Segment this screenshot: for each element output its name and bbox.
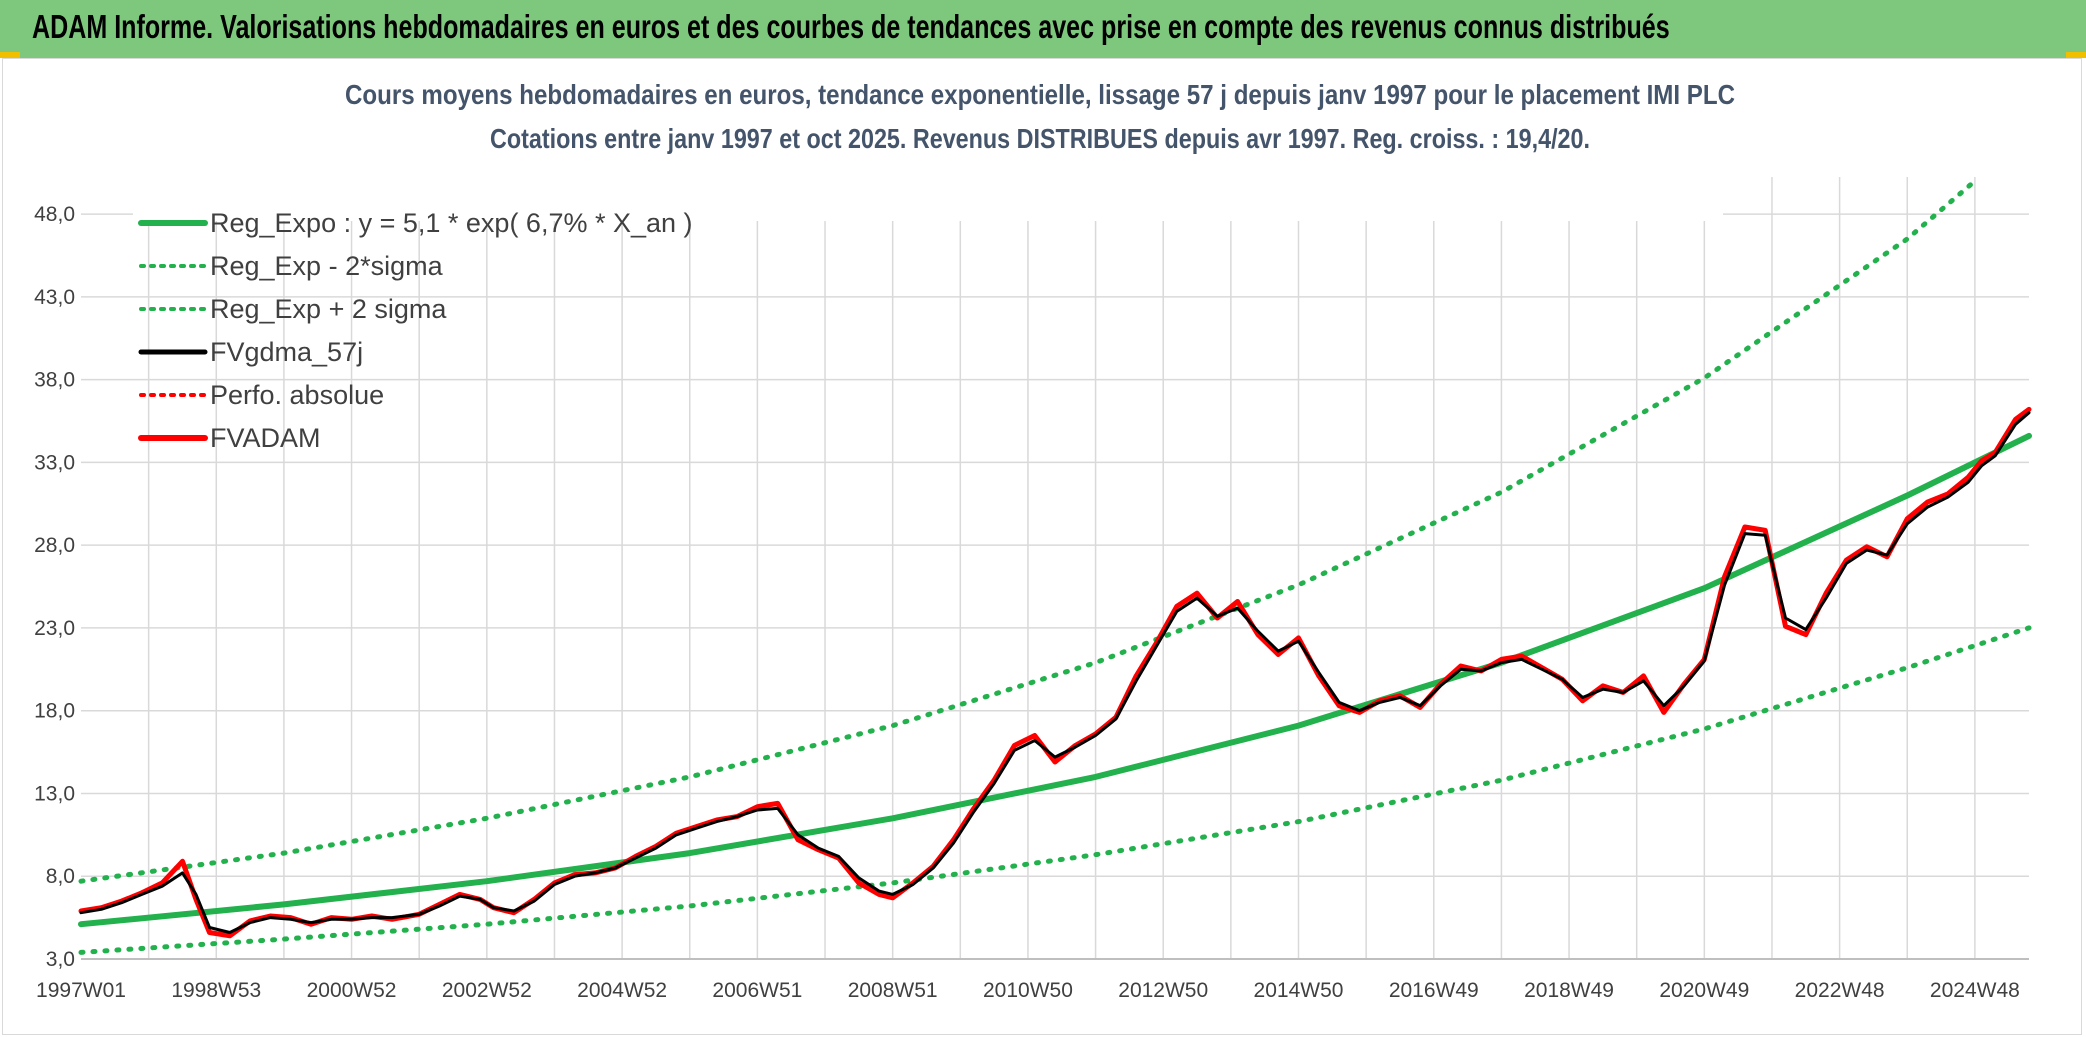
legend-label-perfo: Perfo. absolue <box>210 380 384 410</box>
y-tick-label: 8,0 <box>46 865 75 888</box>
series-layer <box>78 178 2032 955</box>
chart-title-line1: Cours moyens hebdomadaires en euros, ten… <box>345 79 1735 110</box>
x-tick-label: 2024W48 <box>1930 979 2020 1002</box>
y-tick-label: 48,0 <box>34 203 75 226</box>
chart-svg: Cours moyens hebdomadaires en euros, ten… <box>34 79 2032 1002</box>
x-tick-label: 2018W49 <box>1524 979 1614 1002</box>
x-tick-label: 2004W52 <box>577 979 667 1002</box>
y-tick-label: 23,0 <box>34 617 75 640</box>
series-reg-expo <box>78 432 2032 928</box>
y-tick-label: 13,0 <box>34 782 75 805</box>
series-fvadam <box>78 406 2032 939</box>
x-tick-label: 2000W52 <box>307 979 397 1002</box>
report-banner: ADAM Informe. Valorisations hebdomadaire… <box>0 0 2086 58</box>
corner-mark-right <box>2066 52 2086 58</box>
legend-label-reg_plus: Reg_Exp + 2 sigma <box>210 294 447 324</box>
chart-title-line2: Cotations entre janv 1997 et oct 2025. R… <box>490 123 1590 154</box>
x-tick-label: 2008W51 <box>848 979 938 1002</box>
x-tick-label: 2022W48 <box>1795 979 1885 1002</box>
y-tick-label: 43,0 <box>34 286 75 309</box>
x-tick-label: 2016W49 <box>1389 979 1479 1002</box>
y-tick-label: 28,0 <box>34 534 75 557</box>
title-backdrop <box>133 175 1723 221</box>
y-tick-label: 38,0 <box>34 369 75 392</box>
x-tick-label: 1998W53 <box>171 979 261 1002</box>
x-tick-label: 2002W52 <box>442 979 532 1002</box>
x-tick-label: 2006W51 <box>712 979 802 1002</box>
y-axis: 3,0 8,0 13,0 18,0 23,0 28,0 33,0 38,0 43,0 48,0 <box>34 203 75 971</box>
x-tick-label: 2012W50 <box>1118 979 1208 1002</box>
corner-mark-left <box>0 52 20 58</box>
legend-label-reg_minus: Reg_Exp - 2*sigma <box>210 251 444 281</box>
x-tick-label: 1997W01 <box>36 979 126 1002</box>
x-tick-label: 2010W50 <box>983 979 1073 1002</box>
y-tick-label: 33,0 <box>34 451 75 474</box>
chart-area: Cours moyens hebdomadaires en euros, ten… <box>2 58 2082 1035</box>
series-fvgdma-57j <box>79 411 2031 934</box>
series-reg-minus-2sigma <box>78 625 2032 955</box>
x-axis: 1997W01 1998W53 2000W52 2002W52 2004W52 2006W… <box>36 979 2020 1002</box>
legend-label-reg_expo: Reg_Expo : y = 5,1 * exp( 6,7% * X_an ) <box>210 208 693 238</box>
x-tick-label: 2014W50 <box>1254 979 1344 1002</box>
y-tick-label: 18,0 <box>34 700 75 723</box>
legend: Reg_Expo : y = 5,1 * exp( 6,7% * X_an ) R… <box>138 208 693 453</box>
report-title: ADAM Informe. Valorisations hebdomadaire… <box>32 8 1670 45</box>
y-tick-label: 3,0 <box>46 948 75 971</box>
x-tick-label: 2020W49 <box>1659 979 1749 1002</box>
legend-label-fvgdma: FVgdma_57j <box>210 337 363 367</box>
legend-label-fvadam: FVADAM <box>210 423 321 453</box>
